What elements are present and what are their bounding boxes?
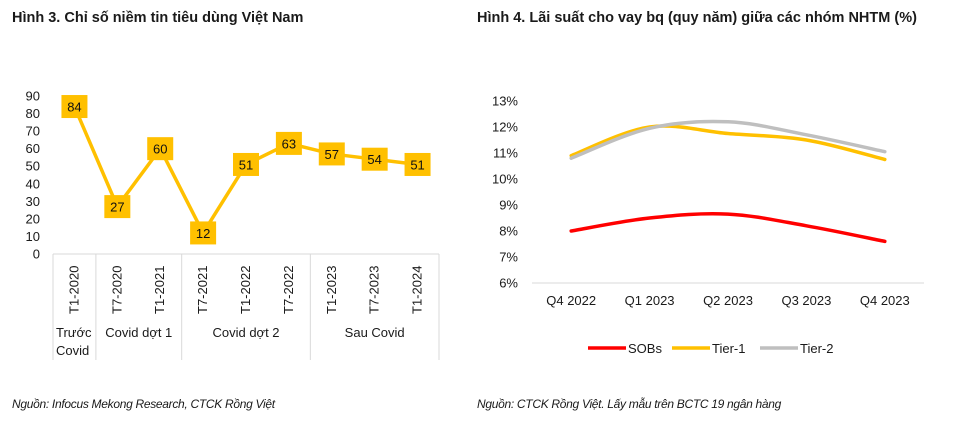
data-label: 27 <box>110 200 124 215</box>
y-tick-label: 10 <box>26 229 40 244</box>
y-tick-label: 11% <box>493 146 518 161</box>
x-tick-label: Q4 2022 <box>546 293 596 308</box>
x-tick-label: T7-2021 <box>195 266 210 314</box>
group-label: Covid dợt 2 <box>212 325 279 340</box>
x-tick-label: T1-2021 <box>152 266 167 314</box>
figure-4-source: Nguồn: CTCK Rồng Việt. Lấy mẫu trên BCTC… <box>477 397 782 411</box>
group-label: Trước Covid <box>56 325 92 358</box>
y-tick-label: 80 <box>26 106 40 121</box>
x-tick-label: Q1 2023 <box>625 293 675 308</box>
x-tick-label: T1-2022 <box>238 266 253 314</box>
group-label: Covid dợt 1 <box>105 325 172 340</box>
data-label: 51 <box>239 157 253 172</box>
x-tick-label: T1-2020 <box>66 266 81 314</box>
y-tick-label: 8% <box>499 224 518 239</box>
x-tick-label: T7-2022 <box>281 266 296 314</box>
data-point-marker <box>361 147 388 171</box>
series-line-tier-2 <box>569 119 887 160</box>
y-tick-label: 60 <box>26 141 40 156</box>
y-tick-label: 20 <box>26 211 40 226</box>
series-line-sobs <box>569 211 887 244</box>
data-label: 60 <box>153 142 167 157</box>
data-point-marker <box>275 131 302 155</box>
data-label: 84 <box>67 100 81 115</box>
data-point-marker <box>104 195 131 219</box>
y-tick-label: 7% <box>499 250 518 265</box>
x-tick-label: Q2 2023 <box>703 293 753 308</box>
data-point-marker <box>318 142 345 166</box>
data-point-marker <box>233 152 259 176</box>
data-point-marker <box>147 137 174 161</box>
y-tick-label: 0 <box>33 247 40 262</box>
data-label: 51 <box>410 157 424 172</box>
data-label: 12 <box>196 226 210 241</box>
data-label: 54 <box>367 152 381 167</box>
y-tick-label: 50 <box>26 159 40 174</box>
series-line-tier-1 <box>569 124 887 162</box>
figure-3-title: Hình 3. Chỉ số niềm tin tiêu dùng Việt N… <box>12 10 304 26</box>
legend-label: Tier-2 <box>800 341 833 356</box>
data-label: 57 <box>325 147 339 162</box>
data-point-marker <box>61 95 88 119</box>
x-tick-label: Q4 2023 <box>860 293 910 308</box>
figure-3-source: Nguồn: Infocus Mekong Research, CTCK Rồn… <box>12 397 275 411</box>
y-tick-label: 13% <box>492 94 518 109</box>
y-tick-label: 12% <box>492 120 518 135</box>
y-tick-label: 10% <box>492 172 518 187</box>
legend-label: SOBs <box>628 341 662 356</box>
x-tick-label: Q3 2023 <box>781 293 831 308</box>
x-tick-label: T7-2020 <box>109 266 124 314</box>
x-tick-label: T1-2023 <box>324 266 339 314</box>
y-tick-label: 90 <box>26 89 40 104</box>
y-tick-label: 6% <box>499 276 518 291</box>
data-label: 63 <box>282 136 296 151</box>
figure-4-title: Hình 4. Lãi suất cho vay bq (quy năm) gi… <box>477 10 917 26</box>
y-tick-label: 30 <box>26 194 40 209</box>
data-point-marker <box>404 152 431 176</box>
group-label: Sau Covid <box>345 325 405 340</box>
legend-label: Tier-1 <box>712 341 745 356</box>
y-tick-label: 9% <box>499 198 518 213</box>
y-tick-label: 40 <box>26 176 40 191</box>
data-point-marker <box>190 221 217 245</box>
x-tick-label: T1-2024 <box>410 266 425 314</box>
x-tick-label: T7-2023 <box>367 266 382 314</box>
y-tick-label: 70 <box>26 124 40 139</box>
